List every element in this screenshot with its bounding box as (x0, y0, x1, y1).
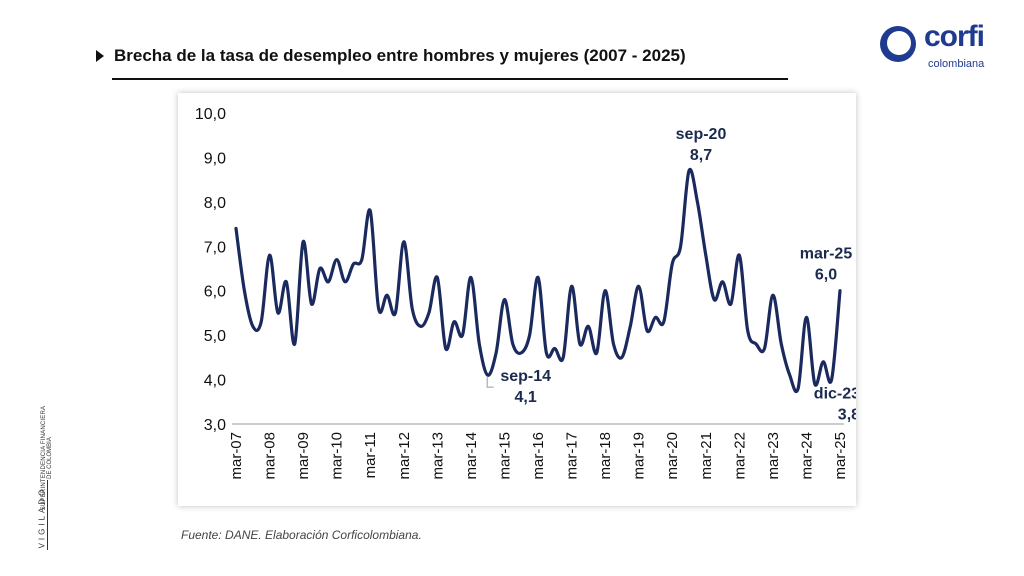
x-tick-label: mar-17 (564, 432, 581, 480)
y-tick-label: 8,0 (204, 195, 226, 212)
x-tick-label: mar-25 (832, 432, 849, 480)
logo-sub: colombiana (928, 58, 985, 70)
x-tick-label: mar-08 (262, 432, 279, 480)
x-tick-label: mar-20 (664, 432, 681, 480)
x-tick-label: mar-16 (530, 432, 547, 480)
y-tick-label: 9,0 (204, 150, 226, 167)
y-tick-label: 3,0 (204, 417, 226, 434)
x-tick-label: mar-11 (362, 432, 379, 478)
title-row: Brecha de la tasa de desempleo entre hom… (96, 46, 686, 66)
annotation-value: 4,1 (515, 389, 537, 406)
logo-word: corfi (924, 20, 985, 53)
chart-card: 10,0 9,0 8,0 7,0 6,0 5,0 4,0 3,0 mar-07 mar-08 mar… (178, 93, 856, 506)
x-tick-label: mar-13 (429, 432, 446, 480)
annotation-date: sep-20 (676, 126, 727, 143)
annotation-date: mar-25 (800, 246, 853, 263)
annotation-date: sep-14 (500, 368, 551, 385)
x-tick-label: mar-23 (765, 432, 782, 480)
annotation-date: dic-23 (814, 385, 856, 402)
x-tick-label: mar-07 (228, 432, 245, 480)
annotation-value: 8,7 (690, 147, 712, 164)
page-title: Brecha de la tasa de desempleo entre hom… (114, 46, 686, 65)
corficolombiana-logo: corfi colombiana (880, 20, 1000, 72)
y-tick-label: 5,0 (204, 328, 226, 345)
x-tick-label: mar-15 (496, 432, 513, 480)
x-tick-label: mar-24 (798, 432, 815, 480)
x-tick-label: mar-12 (396, 432, 413, 480)
annotation-value: 6,0 (815, 267, 837, 284)
x-tick-label: mar-10 (329, 432, 346, 480)
y-tick-label: 6,0 (204, 284, 226, 301)
annotation-leader (486, 377, 494, 388)
y-tick-label: 10,0 (195, 106, 226, 123)
series-line (234, 167, 842, 394)
seal-divider (47, 480, 48, 550)
seal-vigilado: VIGILADO (37, 486, 47, 549)
y-tick-label: 4,0 (204, 373, 226, 390)
x-tick-label: mar-21 (698, 432, 715, 480)
y-tick-label: 7,0 (204, 239, 226, 256)
source-note: Fuente: DANE. Elaboración Corficolombian… (181, 528, 422, 542)
superintendencia-seal: SUPERINTENDENCIA FINANCIERA DE COLOMBIA … (30, 345, 60, 550)
title-bullet-icon (96, 50, 104, 62)
x-tick-label: mar-09 (295, 432, 312, 480)
x-tick-label: mar-14 (463, 432, 480, 480)
x-tick-label: mar-19 (631, 432, 648, 480)
logo-circle-icon (880, 26, 916, 62)
x-tick-label: mar-18 (597, 432, 614, 480)
annotation-value: 3,8 (838, 406, 856, 423)
title-underline (112, 78, 788, 80)
x-tick-label: mar-22 (731, 432, 748, 480)
